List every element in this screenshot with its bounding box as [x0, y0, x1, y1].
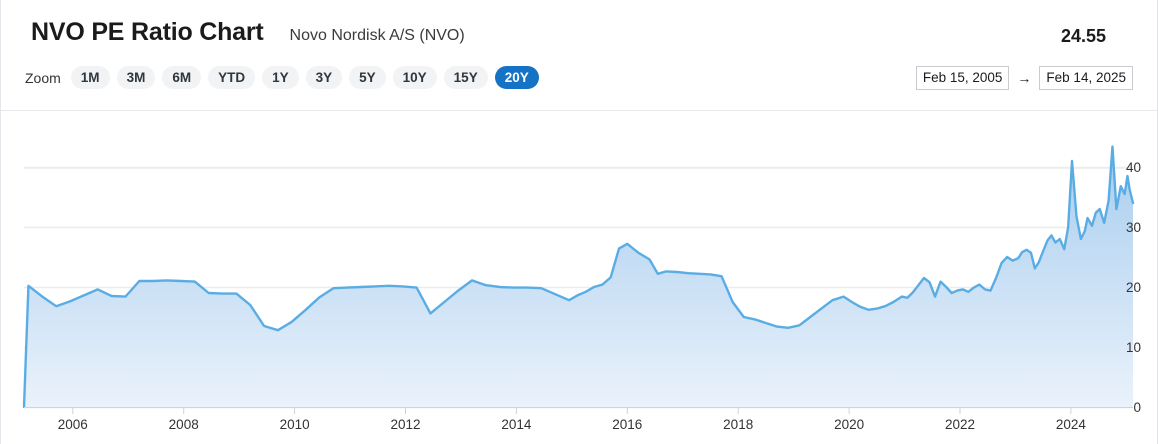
- series-area-fill: [24, 146, 1133, 407]
- series-line: [22, 145, 1135, 409]
- zoom-button-15y[interactable]: 15Y: [443, 66, 488, 89]
- zoom-button-6m[interactable]: 6M: [162, 66, 202, 89]
- date-range-arrow-icon: →: [1017, 70, 1032, 86]
- zoom-controls: Zoom 1M 3M 6M YTD 1Y 3Y 5Y 10Y 15Y 20Y: [25, 66, 539, 89]
- y-axis-tick-label: 40: [1126, 160, 1141, 175]
- zoom-button-10y[interactable]: 10Y: [392, 66, 437, 89]
- x-axis-tick-label: 2012: [390, 417, 420, 432]
- header-divider: [1, 110, 1157, 111]
- last-value: 24.55: [1060, 26, 1106, 46]
- x-axis-tick-label: 2016: [612, 417, 642, 432]
- date-from-field[interactable]: Feb 15, 2005: [915, 66, 1010, 90]
- x-axis-tick-label: 2006: [58, 417, 88, 432]
- zoom-button-1m[interactable]: 1M: [70, 66, 110, 89]
- y-axis-tick-label: 0: [1133, 400, 1141, 415]
- chart-y-axis: 0 10 20 30 40: [1126, 160, 1141, 415]
- zoom-label: Zoom: [25, 69, 61, 86]
- x-axis-tick-label: 2024: [1056, 417, 1087, 432]
- x-axis-tick-label: 2010: [280, 417, 310, 432]
- title-row: NVO PE Ratio Chart Novo Nordisk A/S (NVO…: [31, 18, 465, 47]
- chart-x-axis: 2006 2008 2010 2012 2014 2016 2018 2020 2022 2024: [24, 407, 1133, 432]
- zoom-button-1y[interactable]: 1Y: [262, 66, 299, 89]
- chart-series: [22, 145, 1135, 409]
- zoom-button-3m[interactable]: 3M: [116, 66, 156, 89]
- zoom-button-20y[interactable]: 20Y: [494, 66, 539, 89]
- chart-area: 0 10 20 30 40 2006 2008 2010 2012 2014 2016 2018 20…: [1, 111, 1158, 444]
- zoom-button-ytd[interactable]: YTD: [208, 66, 256, 89]
- y-axis-tick-label: 30: [1126, 220, 1141, 235]
- x-axis-tick-label: 2018: [723, 417, 753, 432]
- x-axis-tick-label: 2020: [834, 417, 864, 432]
- x-axis-tick-label: 2008: [169, 417, 199, 432]
- x-axis-tick-label: 2014: [501, 417, 532, 432]
- y-axis-tick-label: 10: [1126, 340, 1141, 355]
- y-axis-tick-label: 20: [1126, 280, 1141, 295]
- chart-subtitle: Novo Nordisk A/S (NVO): [289, 27, 465, 44]
- x-axis-tick-label: 2022: [945, 417, 975, 432]
- date-to-field[interactable]: Feb 14, 2025: [1039, 66, 1133, 90]
- chart-header: NVO PE Ratio Chart Novo Nordisk A/S (NVO…: [1, 0, 1157, 111]
- date-range-controls: Feb 15, 2005 → Feb 14, 2025: [915, 66, 1133, 90]
- zoom-button-5y[interactable]: 5Y: [349, 66, 386, 89]
- page-title: NVO PE Ratio Chart: [31, 18, 264, 46]
- zoom-button-3y[interactable]: 3Y: [305, 66, 343, 89]
